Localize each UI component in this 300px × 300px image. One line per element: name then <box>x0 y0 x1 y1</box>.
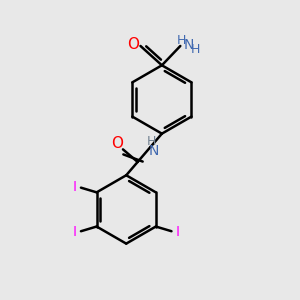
Text: O: O <box>127 37 139 52</box>
Text: N: N <box>148 144 159 158</box>
Text: I: I <box>73 180 77 194</box>
Text: I: I <box>73 225 77 239</box>
Text: H: H <box>191 43 200 56</box>
Text: N: N <box>184 38 194 52</box>
Text: H: H <box>146 135 156 148</box>
Text: O: O <box>111 136 123 152</box>
Text: I: I <box>176 225 180 239</box>
Text: H: H <box>177 34 187 47</box>
